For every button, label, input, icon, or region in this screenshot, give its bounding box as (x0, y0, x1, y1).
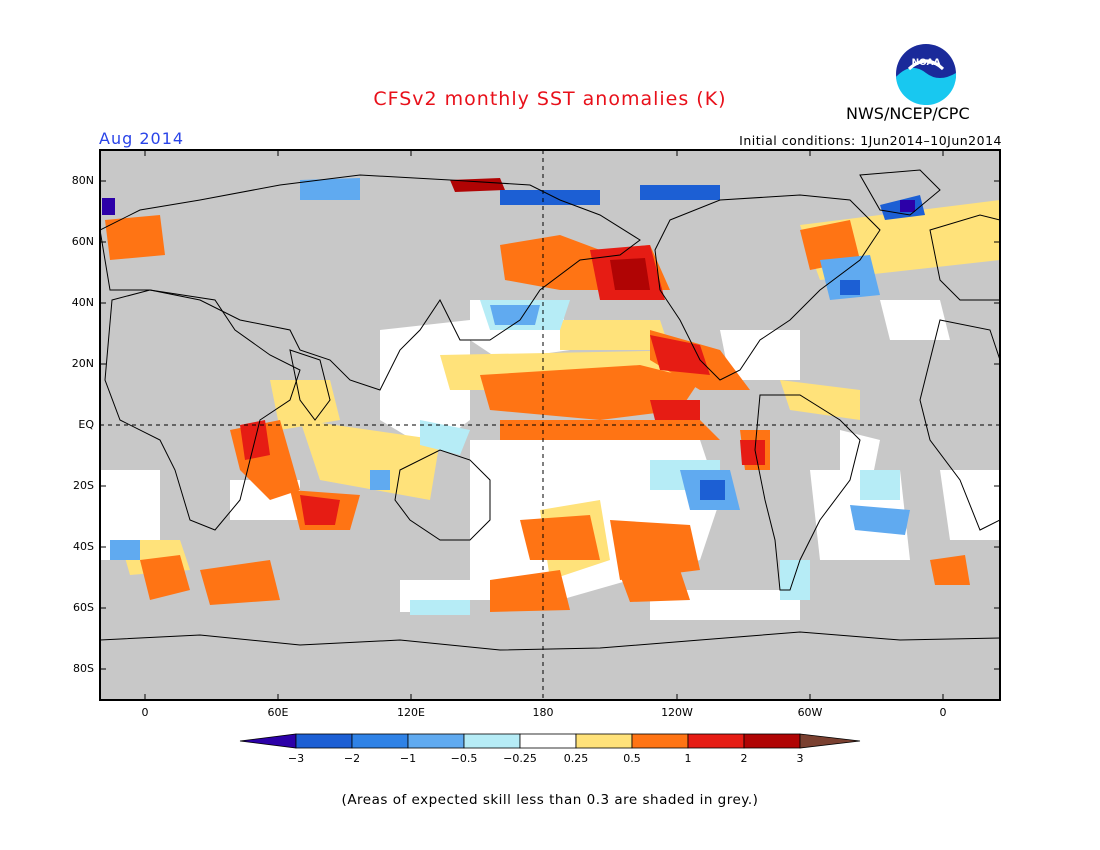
forecast-month: Aug 2014 (99, 129, 185, 148)
colorbar-label: −3 (287, 752, 305, 765)
coastlines (100, 169, 1000, 651)
colorbar (239, 733, 861, 749)
initial-conditions: Initial conditions: 1Jun2014–10Jun2014 (739, 133, 1002, 148)
svg-text:NOAA: NOAA (912, 58, 941, 68)
axis-ticks (100, 150, 1000, 700)
lat-label-80n: 80N (71, 174, 94, 187)
lon-label-120e: 120E (397, 706, 425, 719)
lon-label-0: 0 (141, 706, 149, 719)
chart-title: CFSv2 monthly SST anomalies (K) (373, 88, 727, 110)
colorbar-label: 0.5 (623, 752, 641, 765)
colorbar-label: −1 (399, 752, 417, 765)
anomaly-2-to-3 (450, 178, 650, 290)
lat-label-20n: 20N (71, 357, 94, 370)
colorbar-label: 3 (796, 752, 804, 765)
lat-label-40s: 40S (73, 540, 94, 553)
colorbar-label: 0.25 (563, 752, 589, 765)
noaa-logo-icon: NOAA (896, 44, 957, 105)
lon-label-0-east: 0 (939, 706, 947, 719)
lat-label-40n: 40N (71, 296, 94, 309)
lon-label-60w: 60W (797, 706, 823, 719)
lat-label-20s: 20S (73, 479, 94, 492)
lat-label-60n: 60N (71, 235, 94, 248)
lat-label-eq: EQ (78, 418, 94, 431)
lon-label-180: 180 (532, 706, 554, 719)
colorbar-label: −0.25 (503, 752, 537, 765)
colorbar-label: 2 (740, 752, 748, 765)
colorbar-label: −0.5 (450, 752, 478, 765)
lon-label-120w: 120W (661, 706, 693, 719)
anomaly-below-minus-3 (102, 198, 915, 215)
colorbar-low-arrow (239, 733, 297, 749)
colorbar-high-arrow (799, 733, 861, 749)
colorbar-label: −2 (343, 752, 361, 765)
lon-label-60e: 60E (267, 706, 289, 719)
agency-label: NWS/NCEP/CPC (846, 104, 970, 123)
lat-label-80s: 80S (73, 662, 94, 675)
lat-label-60s: 60S (73, 601, 94, 614)
skill-footnote: (Areas of expected skill less than 0.3 a… (341, 792, 759, 808)
colorbar-label: 1 (684, 752, 692, 765)
